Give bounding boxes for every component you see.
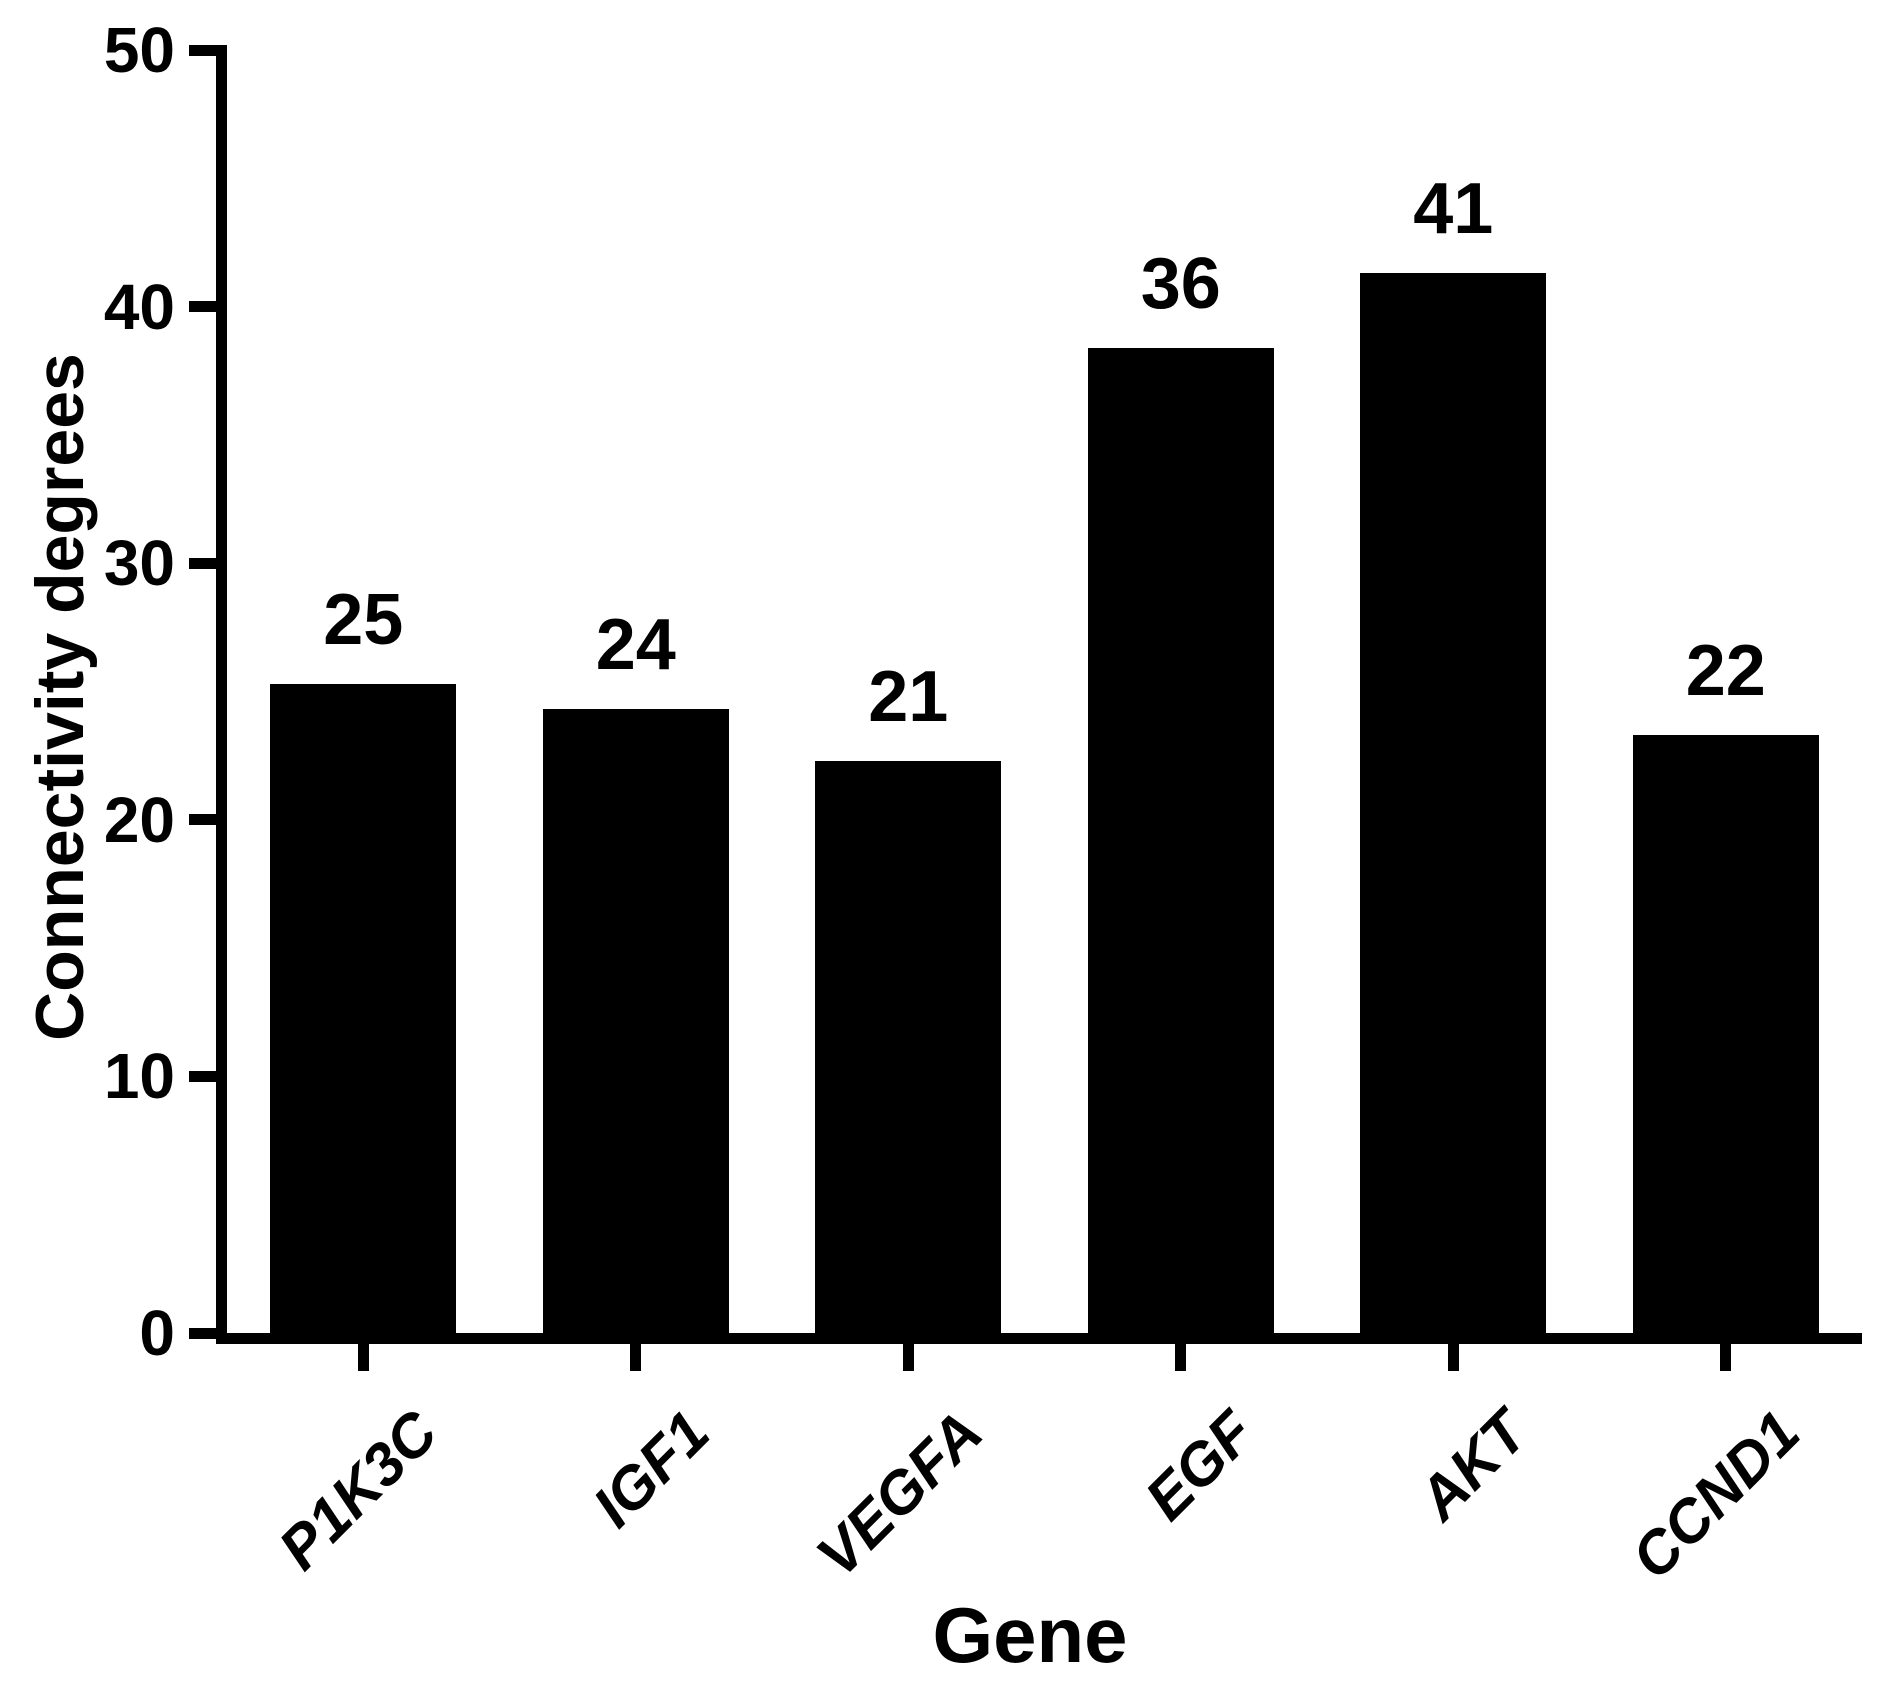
bar-value-label: 21 <box>868 656 949 737</box>
x-axis-line <box>216 1333 1862 1344</box>
y-tick-label: 40 <box>103 270 175 343</box>
y-tick <box>189 1327 220 1339</box>
y-tick-label: 10 <box>103 1040 175 1113</box>
bar-value-label: 41 <box>1413 169 1494 250</box>
x-tick <box>357 1344 369 1371</box>
y-tick-label: 0 <box>139 1297 175 1369</box>
y-axis-line <box>216 44 227 1344</box>
bar <box>1360 273 1547 1337</box>
x-tick <box>1447 1344 1459 1371</box>
x-category-label: IGF1 <box>580 1398 723 1540</box>
bar <box>1632 735 1819 1337</box>
x-category-label: VEGFA <box>803 1398 995 1590</box>
x-category-label: EGF <box>1132 1398 1268 1533</box>
x-tick <box>1720 1344 1732 1371</box>
x-axis-title: Gene <box>932 1591 1128 1679</box>
x-category-label: P1K3C <box>265 1398 450 1583</box>
x-tick <box>630 1344 642 1371</box>
bar-value-label: 25 <box>323 579 404 660</box>
y-tick-label: 20 <box>103 783 175 856</box>
bar <box>1087 347 1274 1337</box>
x-category-label: AKT <box>1405 1398 1540 1533</box>
y-tick <box>189 301 220 313</box>
y-tick <box>189 1070 220 1082</box>
bar <box>542 709 729 1337</box>
y-tick <box>189 44 220 56</box>
bar-value-label: 36 <box>1140 243 1221 324</box>
y-tick <box>189 557 220 569</box>
y-tick <box>189 814 220 826</box>
bar-value-label: 22 <box>1685 631 1766 712</box>
x-tick <box>902 1344 914 1371</box>
x-tick <box>1175 1344 1187 1371</box>
bar-value-label: 24 <box>595 605 676 686</box>
x-category-label: CCND1 <box>1618 1398 1813 1592</box>
bar <box>270 683 457 1337</box>
y-tick-label: 50 <box>103 14 175 86</box>
y-tick-label: 30 <box>103 527 175 600</box>
bar <box>815 760 1002 1337</box>
